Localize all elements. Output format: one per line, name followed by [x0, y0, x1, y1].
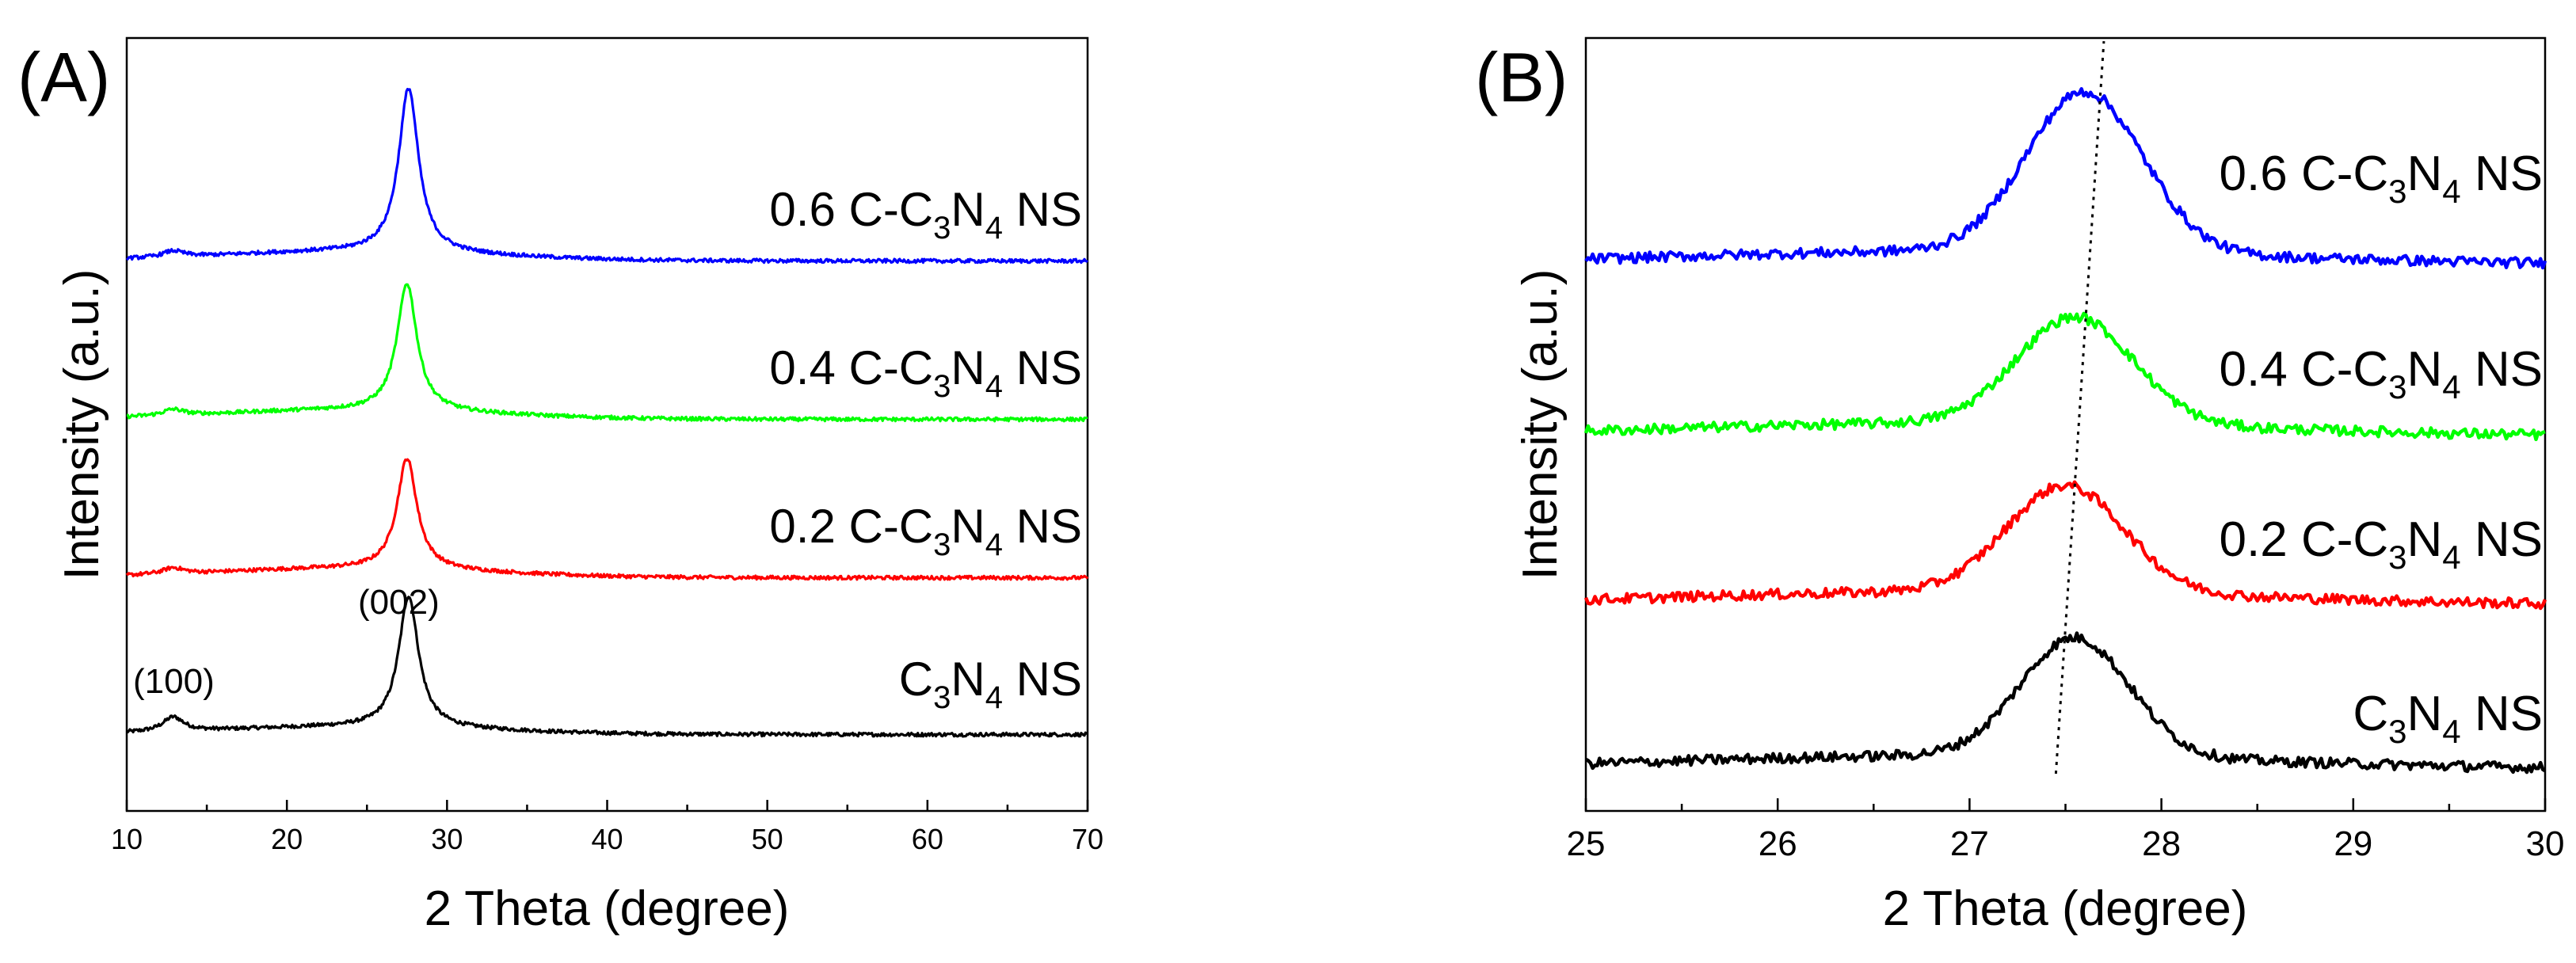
- panel-b: (B) 25 26 27 28 29 30 0.6 C-C3N4 NS 0.4 C-C3N…: [1475, 36, 2565, 936]
- series-label-0.2: 0.2 C-C3N4 NS: [769, 500, 1082, 562]
- panel-b-trace-3: [1584, 87, 2547, 270]
- series-label-b-0.2: 0.2 C-C3N4 NS: [2220, 512, 2543, 576]
- panel-a-x-tick-label: 40: [591, 823, 623, 855]
- panel-a-x-tick-label: 20: [271, 823, 303, 855]
- panel-a-trace-0: [125, 596, 1088, 738]
- series-label-0.6: 0.6 C-C3N4 NS: [769, 183, 1082, 246]
- panel-b-x-tick-label: 26: [1759, 824, 1797, 863]
- panel-b-x-tick-label: 28: [2142, 824, 2181, 863]
- panel-b-x-tick-label: 25: [1567, 824, 1606, 863]
- panel-a-x-axis-title: 2 Theta (degree): [425, 881, 790, 936]
- panel-a-x-tick-label: 50: [752, 823, 783, 855]
- panel-b-trace-2: [1583, 311, 2546, 442]
- panel-b-x-tick-label: 30: [2526, 824, 2565, 863]
- panel-b-trace-1: [1583, 480, 2547, 611]
- panel-b-x-tick-label: 27: [1950, 824, 1989, 863]
- panel-a-trace-3: [125, 87, 1089, 265]
- panel-b-x-tick-label: 29: [2334, 824, 2372, 863]
- panel-a-label: (A): [17, 38, 110, 116]
- panel-b-y-axis-title: Intensity (a.u.): [1513, 269, 1568, 580]
- panel-a-trace-1: [125, 458, 1089, 581]
- panel-a-x-ticks: 10 20 30 40 50 60 70: [111, 800, 1103, 855]
- annotation-100: (100): [133, 662, 215, 701]
- panel-b-traces: [1583, 87, 2547, 775]
- series-label-0.4: 0.4 C-C3N4 NS: [769, 341, 1082, 404]
- panel-b-trace-0: [1584, 631, 2547, 775]
- panel-b-x-axis-title: 2 Theta (degree): [1883, 881, 2248, 936]
- panel-a-y-axis-title: Intensity (a.u.): [55, 269, 109, 580]
- panel-a: (A) 10 20 30 40 50 60 70 0.6 C-C3N4 NS 0.4 C-C…: [17, 36, 1103, 936]
- annotation-002: (002): [358, 583, 440, 622]
- panel-a-traces: [125, 87, 1089, 738]
- series-label-c3n4: C3N4 NS: [899, 653, 1082, 715]
- panel-a-x-tick-label: 60: [912, 823, 943, 855]
- series-label-b-c3n4: C3N4 NS: [2353, 687, 2543, 750]
- series-label-b-0.4: 0.4 C-C3N4 NS: [2220, 342, 2543, 405]
- panel-a-x-tick-label: 30: [431, 823, 463, 855]
- panel-b-label: (B): [1475, 38, 1568, 116]
- panel-a-trace-2: [126, 283, 1088, 423]
- series-label-b-0.6: 0.6 C-C3N4 NS: [2220, 147, 2543, 210]
- peak-shift-guide-line: [2054, 40, 2105, 775]
- panel-a-x-tick-label: 70: [1072, 823, 1103, 855]
- panel-b-x-ticks: 25 26 27 28 29 30: [1567, 798, 2565, 863]
- panel-a-x-tick-label: 10: [111, 823, 143, 855]
